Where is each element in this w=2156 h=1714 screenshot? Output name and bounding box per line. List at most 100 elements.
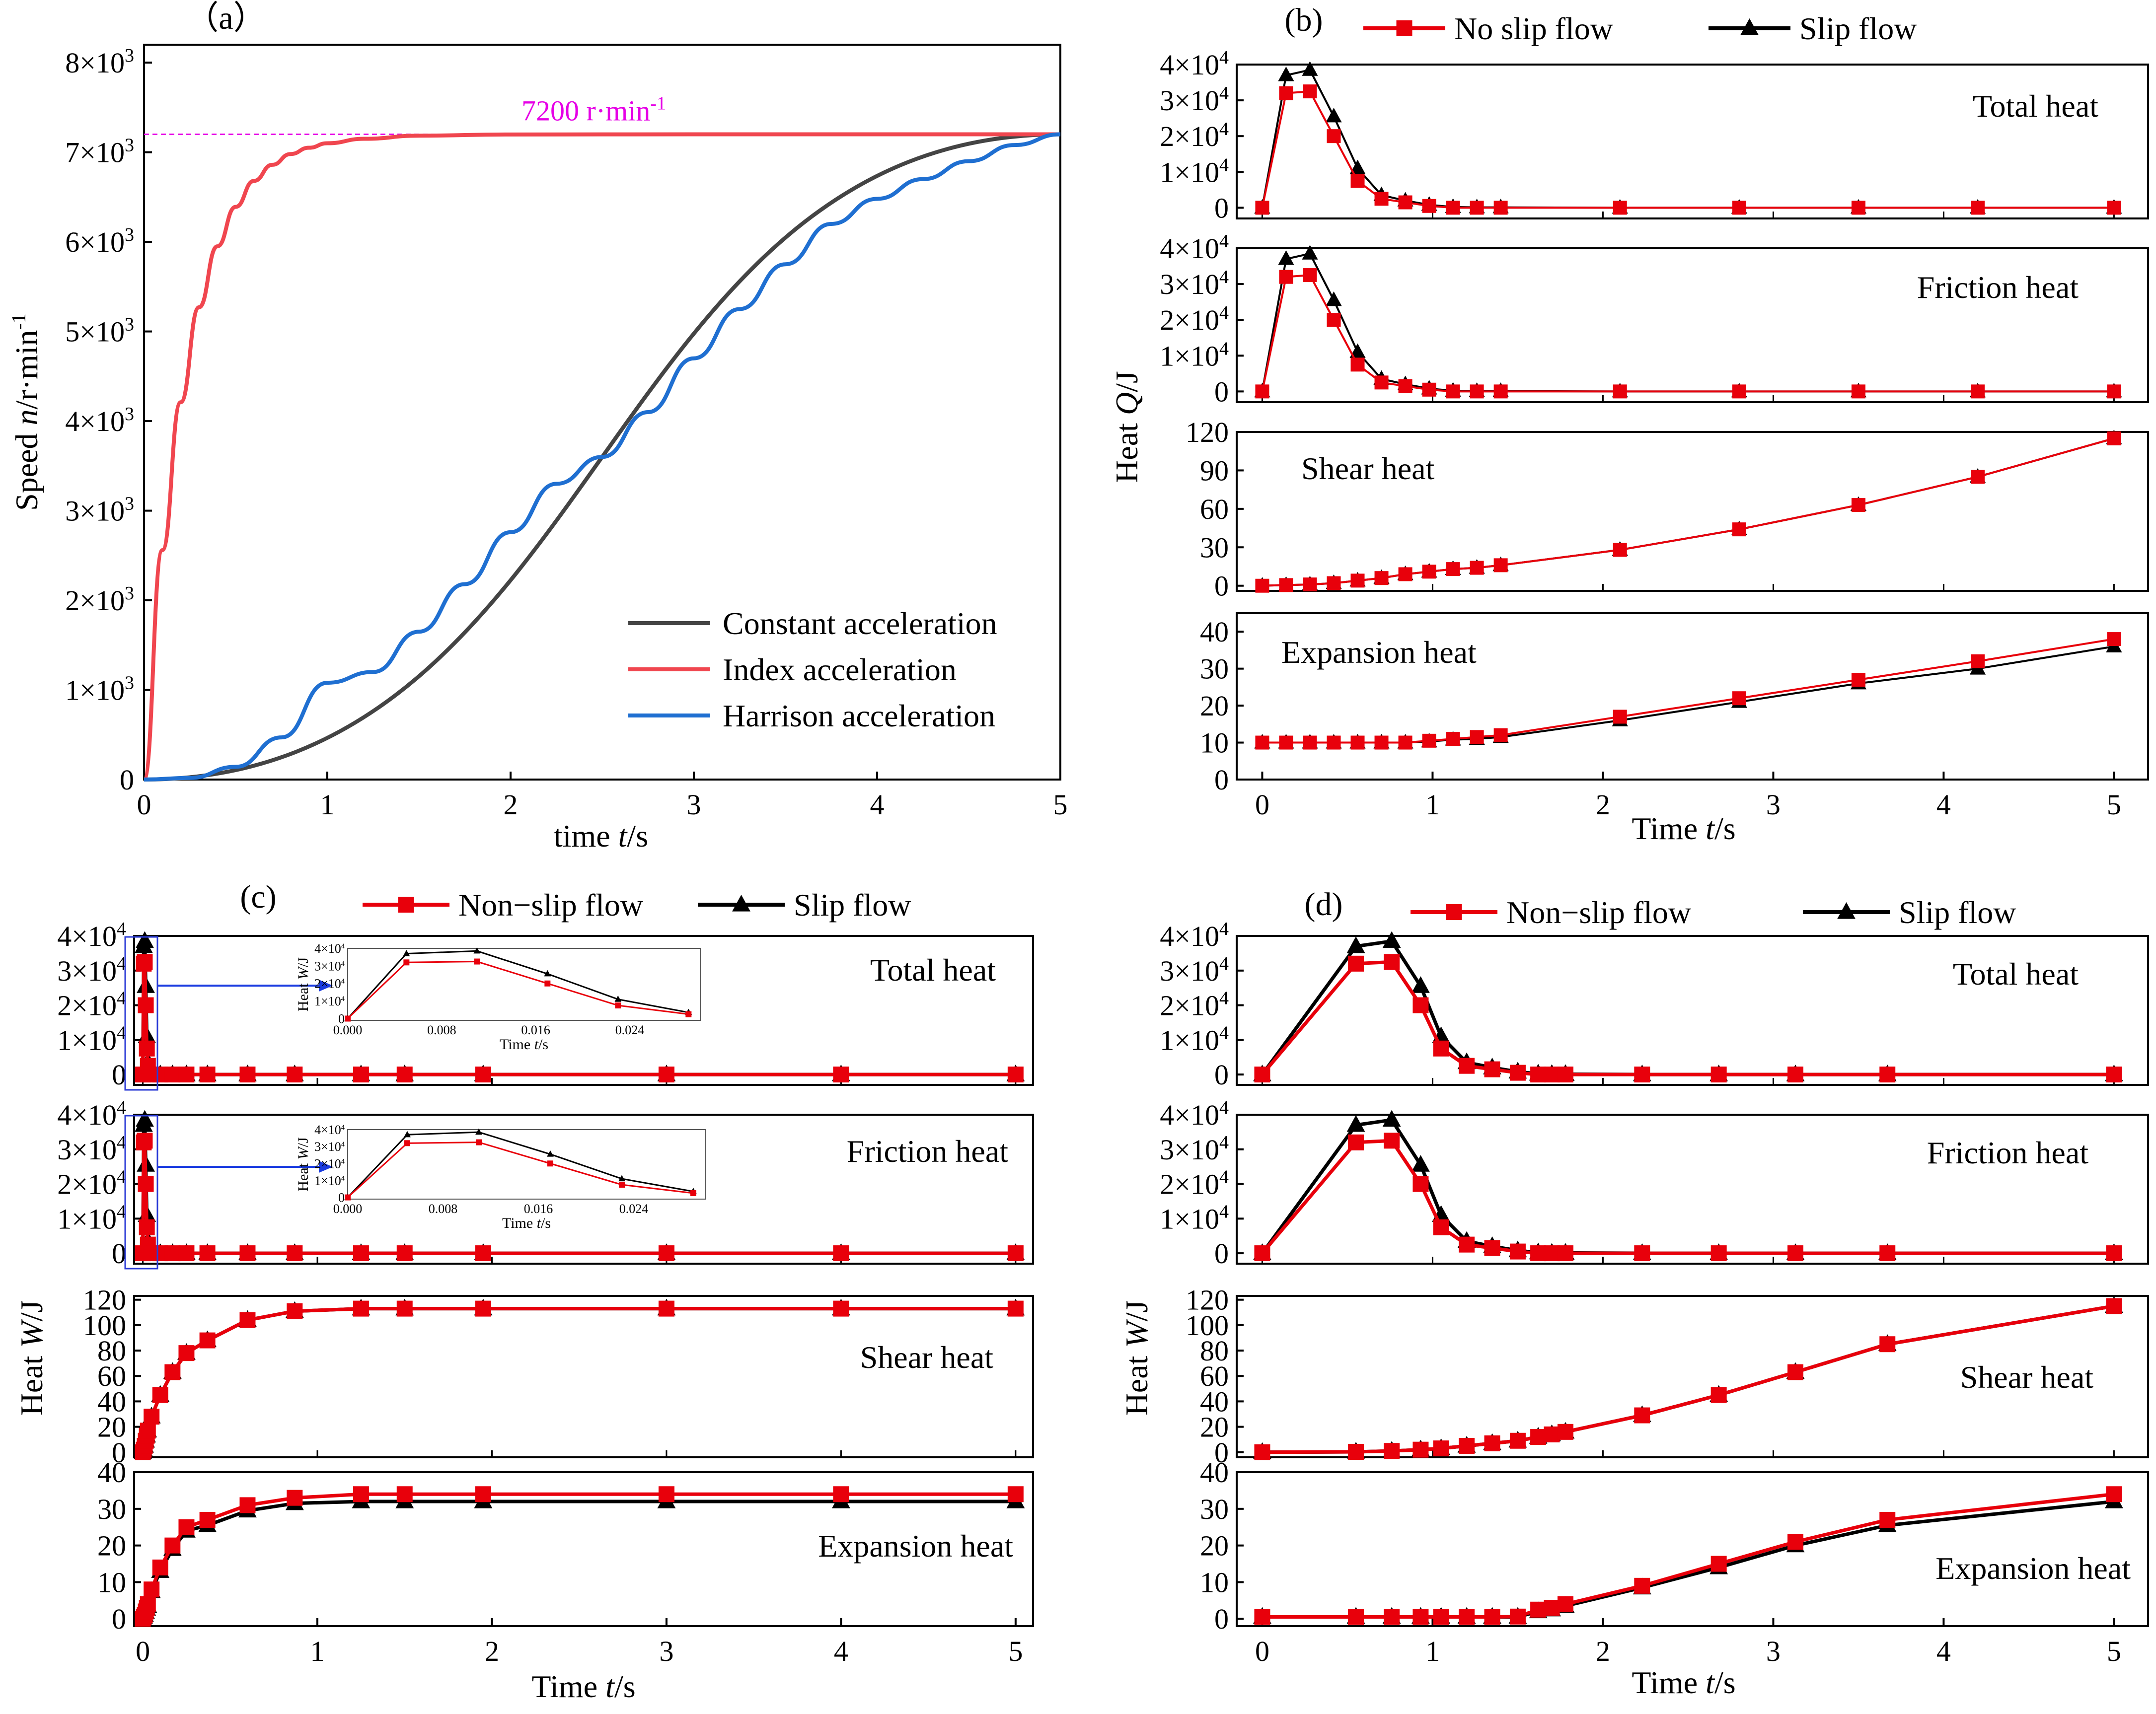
inset-x-tick-label: 0.008 <box>427 1023 456 1037</box>
data-point <box>152 1387 168 1403</box>
data-point <box>1374 192 1389 206</box>
data-point <box>1613 384 1627 399</box>
inset-x-tick-label: 0.000 <box>333 1023 363 1037</box>
plot-frame <box>1236 1471 2149 1627</box>
data-point <box>1971 384 1985 399</box>
subplot-title: Expansion heat <box>1281 635 1477 670</box>
inset-x-tick-label: 0.024 <box>615 1023 645 1037</box>
y-tick-label: 4×104 <box>1160 47 1229 81</box>
legend-label: Non−slip flow <box>1506 895 1691 930</box>
data-point <box>1530 1067 1547 1083</box>
y-tick-label: 30 <box>1200 531 1229 564</box>
data-point <box>1255 735 1269 750</box>
inset-data-point <box>615 1002 621 1008</box>
data-point <box>833 1067 849 1083</box>
x-tick-label: 2 <box>504 788 518 821</box>
data-point <box>1303 84 1317 99</box>
y-tick-label: 20 <box>1200 690 1229 722</box>
inset-data-point <box>547 1160 553 1167</box>
y-tick-label: 100 <box>1186 1309 1229 1342</box>
data-point <box>178 1519 195 1535</box>
data-point <box>1255 384 1269 399</box>
data-point <box>164 1245 181 1262</box>
subplot-title: Shear heat <box>1301 451 1435 486</box>
y-tick-label: 4×104 <box>1160 919 1229 952</box>
plot-frame <box>133 935 1034 1086</box>
y-tick-label: 10 <box>1200 1566 1229 1598</box>
data-point <box>1398 195 1413 210</box>
inset-x-tick-label: 0.016 <box>524 1202 553 1216</box>
data-point <box>1851 201 1865 215</box>
series-line <box>1262 1304 2114 1454</box>
data-point <box>1851 498 1865 512</box>
x-tick-label: 5 <box>1008 1635 1023 1667</box>
data-point <box>1613 201 1627 215</box>
x-tick-label: 1 <box>1425 788 1440 821</box>
inset-data-point <box>474 958 480 965</box>
data-point <box>1279 735 1293 750</box>
data-point <box>287 1303 303 1319</box>
y-tick-label: 1×104 <box>1160 338 1229 372</box>
inset-data-point <box>345 1015 351 1022</box>
data-point <box>1732 522 1746 537</box>
data-point <box>2106 1486 2122 1502</box>
y-tick-label: 30 <box>97 1493 126 1525</box>
data-point <box>658 1245 674 1262</box>
data-point <box>1557 1424 1573 1440</box>
data-point <box>1303 577 1317 592</box>
data-point <box>1787 1534 1804 1550</box>
data-point <box>1544 1600 1560 1616</box>
data-point <box>140 1596 156 1612</box>
x-tick-label: 3 <box>659 1635 673 1667</box>
data-point <box>1851 384 1865 399</box>
legend-marker <box>1446 904 1462 920</box>
data-point <box>1787 1067 1804 1083</box>
y-tick-label: 10 <box>97 1566 126 1598</box>
plot-frame <box>1236 1114 2149 1265</box>
subplot-title: Expansion heat <box>818 1528 1013 1564</box>
y-tick-label: 0 <box>112 1603 126 1635</box>
data-point <box>1459 1058 1475 1074</box>
data-point <box>1007 1486 1024 1502</box>
data-point <box>1374 375 1389 390</box>
y-tick-label: 3×104 <box>57 1132 126 1166</box>
data-point <box>1530 1429 1547 1445</box>
data-point <box>1879 1336 1896 1353</box>
data-point <box>1384 954 1400 970</box>
y-tick-label: 1×104 <box>1160 154 1229 188</box>
data-point <box>138 997 154 1013</box>
data-point <box>1710 1387 1727 1403</box>
data-point <box>178 1245 195 1262</box>
series-line <box>1261 1139 2114 1255</box>
data-point <box>1413 1441 1429 1458</box>
series-line <box>141 1307 1016 1453</box>
y-tick-label: 60 <box>1200 493 1229 525</box>
data-point <box>1851 673 1865 687</box>
x-tick-label: 0 <box>136 1635 150 1667</box>
data-point <box>1470 384 1484 399</box>
y-tick-label: 20 <box>97 1530 126 1562</box>
plot-frame <box>1236 431 2149 592</box>
data-point <box>1350 573 1365 588</box>
data-point <box>1459 1609 1475 1625</box>
data-point <box>1398 735 1413 750</box>
data-point <box>136 931 154 948</box>
plot-frame <box>1236 247 2149 403</box>
y-tick-label: 2×104 <box>1160 302 1229 336</box>
y-tick-label: 0 <box>1214 764 1229 796</box>
y-tick-label: 60 <box>97 1360 126 1392</box>
data-point <box>1433 1219 1449 1235</box>
subplot-title: Total heat <box>1953 956 2079 992</box>
panel-label: (b) <box>1285 2 1323 38</box>
data-point <box>2107 431 2121 445</box>
y-tick-label: 2×104 <box>57 988 126 1022</box>
x-tick-label: 0 <box>137 788 151 821</box>
data-point <box>2106 1298 2122 1314</box>
data-point <box>1348 1134 1364 1150</box>
inset-data-point <box>690 1190 696 1197</box>
x-tick-label: 0 <box>1255 1635 1269 1667</box>
legend-marker <box>1740 18 1759 35</box>
inset-data-point <box>403 950 410 956</box>
panel-label: (d) <box>1305 886 1343 923</box>
data-point <box>1493 201 1508 215</box>
